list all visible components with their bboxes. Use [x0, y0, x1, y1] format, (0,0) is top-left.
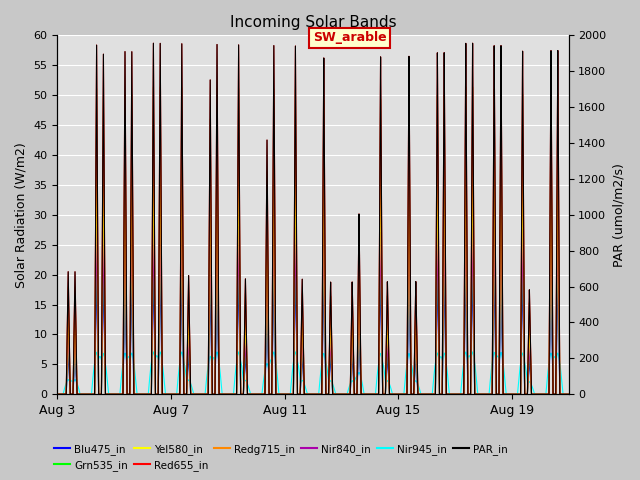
Y-axis label: PAR (umol/m2/s): PAR (umol/m2/s): [612, 163, 625, 267]
Legend: Blu475_in, Grn535_in, Yel580_in, Red655_in, Redg715_in, Nir840_in, Nir945_in, PA: Blu475_in, Grn535_in, Yel580_in, Red655_…: [50, 439, 512, 475]
Title: Incoming Solar Bands: Incoming Solar Bands: [230, 15, 396, 30]
Text: SW_arable: SW_arable: [313, 31, 387, 44]
Y-axis label: Solar Radiation (W/m2): Solar Radiation (W/m2): [15, 142, 28, 288]
